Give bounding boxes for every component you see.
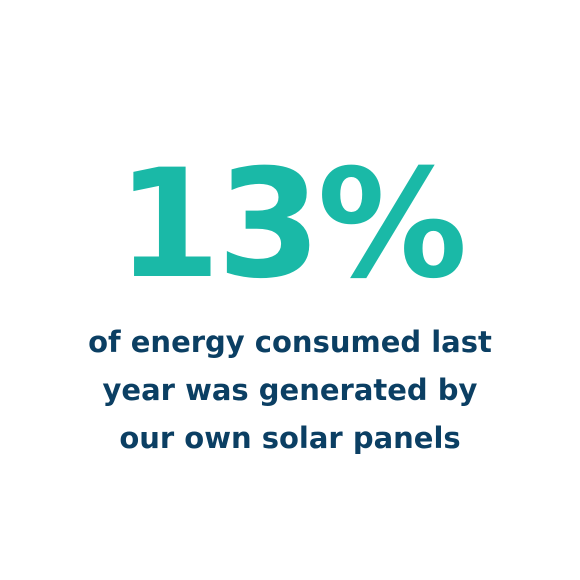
caption-line-1: of energy consumed last — [88, 325, 492, 359]
stat-caption: of energy consumed last year was generat… — [20, 318, 560, 462]
caption-line-3: our own solar panels — [119, 421, 461, 455]
stat-value: 13% — [116, 138, 467, 312]
caption-line-2: year was generated by — [102, 373, 478, 407]
